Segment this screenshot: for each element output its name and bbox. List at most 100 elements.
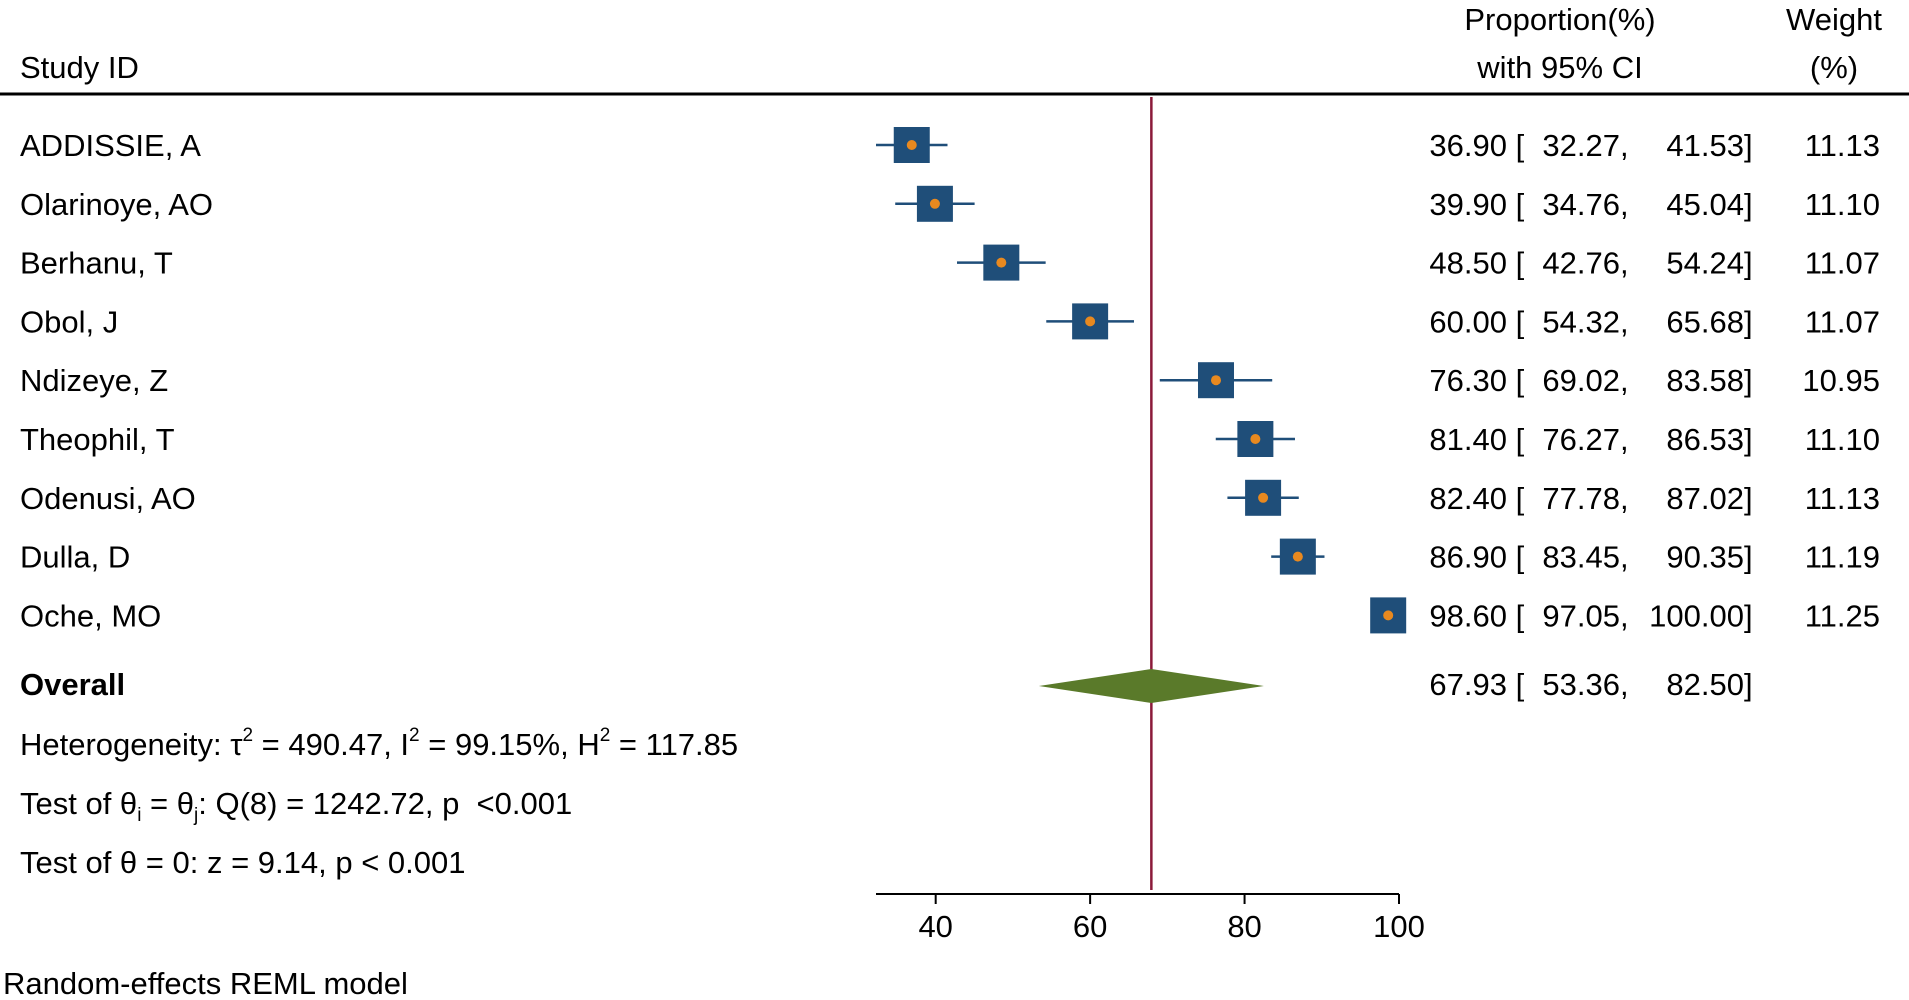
study-weight: 11.13 — [1805, 481, 1880, 516]
study-es: 60.00 — [1429, 304, 1507, 339]
study-row: Ndizeye, Z 76.30 [ 69.02, 83.58] 10.95 — [20, 362, 1880, 399]
study-hi: 41.53 — [1666, 128, 1744, 163]
point-estimate — [906, 140, 917, 150]
study-lo: 69.02 — [1542, 363, 1620, 398]
het-i-val: = 99.15%, H — [420, 727, 600, 762]
study-id: Ndizeye, Z — [20, 363, 168, 398]
study-weight: 11.07 — [1805, 304, 1880, 339]
x-axis: 40 60 80 100 — [876, 893, 1425, 944]
bracket-close: ] — [1744, 422, 1753, 457]
study-lo: 32.27 — [1542, 128, 1620, 163]
study-id: ADDISSIE, A — [20, 128, 201, 163]
het-i-sup: 2 — [409, 725, 420, 746]
bracket-open: [ — [1507, 304, 1533, 339]
het-h-val: = 117.85 — [610, 727, 738, 762]
bracket-open: [ — [1507, 128, 1533, 163]
point-estimate — [1250, 434, 1261, 444]
study-weight: 11.13 — [1805, 128, 1880, 163]
bracket-close: ] — [1744, 481, 1753, 516]
header-ci: with 95% CI — [1476, 50, 1642, 85]
study-weight: 11.19 — [1805, 540, 1880, 575]
study-id: Olarinoye, AO — [20, 187, 213, 222]
x-tick-label: 60 — [1073, 909, 1107, 944]
study-row: Odenusi, AO 82.40 [ 77.78, 87.02] 11.13 — [20, 479, 1880, 516]
header-weight: Weight — [1786, 2, 1882, 37]
overall-bracket-open: [ — [1507, 667, 1533, 702]
q-sub-i: i — [137, 805, 141, 826]
study-row: Theophil, T 81.40 [ 76.27, 86.53] 11.10 — [20, 421, 1880, 457]
bracket-close: ] — [1744, 598, 1753, 633]
overall-comma: , — [1620, 667, 1629, 702]
study-id: Odenusi, AO — [20, 481, 196, 516]
study-es: 81.40 — [1429, 422, 1507, 457]
study-weight: 10.95 — [1802, 363, 1880, 398]
study-hi: 45.04 — [1666, 187, 1744, 222]
overall-diamond — [1038, 669, 1264, 703]
bracket-close: ] — [1744, 128, 1753, 163]
study-lo: 77.78 — [1542, 481, 1620, 516]
q-prefix: Test of θ — [20, 786, 137, 821]
comma: , — [1620, 304, 1629, 339]
bracket-close: ] — [1744, 246, 1753, 281]
study-row: Olarinoye, AO 39.90 [ 34.76, 45.04] 11.10 — [20, 185, 1880, 222]
study-id: Theophil, T — [20, 422, 175, 457]
point-estimate — [1258, 492, 1269, 503]
study-hi: 54.24 — [1666, 246, 1744, 281]
study-row: Oche, MO 98.60 [ 97.05, 100.00] 11.25 — [20, 597, 1880, 634]
study-hi: 87.02 — [1666, 481, 1744, 516]
point-estimate — [1085, 316, 1096, 327]
q-sub-j: j — [193, 805, 198, 826]
bracket-close: ] — [1744, 363, 1753, 398]
study-row: ADDISSIE, A 36.90 [ 32.27, 41.53] 11.13 — [20, 127, 1880, 163]
study-es: 36.90 — [1429, 128, 1507, 163]
bracket-open: [ — [1507, 422, 1533, 457]
bracket-close: ] — [1744, 304, 1753, 339]
header-weight-unit: (%) — [1810, 50, 1858, 85]
study-row: Dulla, D 86.90 [ 83.45, 90.35] 11.19 — [20, 538, 1880, 575]
study-es: 76.30 — [1429, 363, 1507, 398]
header-proportion: Proportion(%) — [1464, 2, 1655, 37]
overall-es: 67.93 — [1429, 667, 1507, 702]
point-estimate — [929, 198, 940, 209]
study-row: Berhanu, T 48.50 [ 42.76, 54.24] 11.07 — [20, 244, 1880, 281]
header-study-id: Study ID — [20, 50, 139, 85]
comma: , — [1620, 128, 1629, 163]
study-hi: 83.58 — [1666, 363, 1744, 398]
bracket-open: [ — [1507, 363, 1533, 398]
overall-hi: 82.50 — [1666, 667, 1744, 702]
study-hi: 86.53 — [1666, 422, 1744, 457]
study-es: 98.60 — [1429, 598, 1507, 633]
comma: , — [1620, 481, 1629, 516]
bracket-open: [ — [1507, 187, 1533, 222]
q-test-text: Test of θi = θj: Q(8) = 1242.72, p <0.00… — [20, 786, 572, 826]
study-id: Dulla, D — [20, 540, 130, 575]
q-mid: = θ — [141, 786, 194, 821]
comma: , — [1620, 363, 1629, 398]
model-footnote: Random-effects REML model — [3, 966, 408, 1000]
study-es: 48.50 — [1429, 246, 1507, 281]
het-prefix: Heterogeneity: τ — [20, 727, 242, 762]
study-id: Berhanu, T — [20, 246, 173, 281]
overall-label: Overall — [20, 667, 125, 702]
study-lo: 83.45 — [1542, 540, 1620, 575]
bracket-open: [ — [1507, 540, 1533, 575]
study-weight: 11.10 — [1805, 422, 1880, 457]
study-rows: ADDISSIE, A 36.90 [ 32.27, 41.53] 11.13 Olar… — [20, 127, 1880, 634]
study-es: 82.40 — [1429, 481, 1507, 516]
study-weight: 11.07 — [1805, 246, 1880, 281]
heterogeneity-text: Heterogeneity: τ2 = 490.47, I2 = 99.15%,… — [20, 725, 738, 762]
overall-lo: 53.36 — [1542, 667, 1620, 702]
study-row: Obol, J 60.00 [ 54.32, 65.68] 11.07 — [20, 303, 1880, 340]
study-lo: 42.76 — [1542, 246, 1620, 281]
study-es: 39.90 — [1429, 187, 1507, 222]
study-weight: 11.25 — [1805, 598, 1880, 633]
bracket-open: [ — [1507, 481, 1533, 516]
het-tau-val: = 490.47, I — [253, 727, 409, 762]
comma: , — [1620, 422, 1629, 457]
study-lo: 34.76 — [1542, 187, 1620, 222]
study-hi: 90.35 — [1666, 540, 1744, 575]
q-rest: : Q(8) = 1242.72, p <0.001 — [198, 786, 572, 821]
study-hi: 65.68 — [1666, 304, 1744, 339]
study-es: 86.90 — [1429, 540, 1507, 575]
